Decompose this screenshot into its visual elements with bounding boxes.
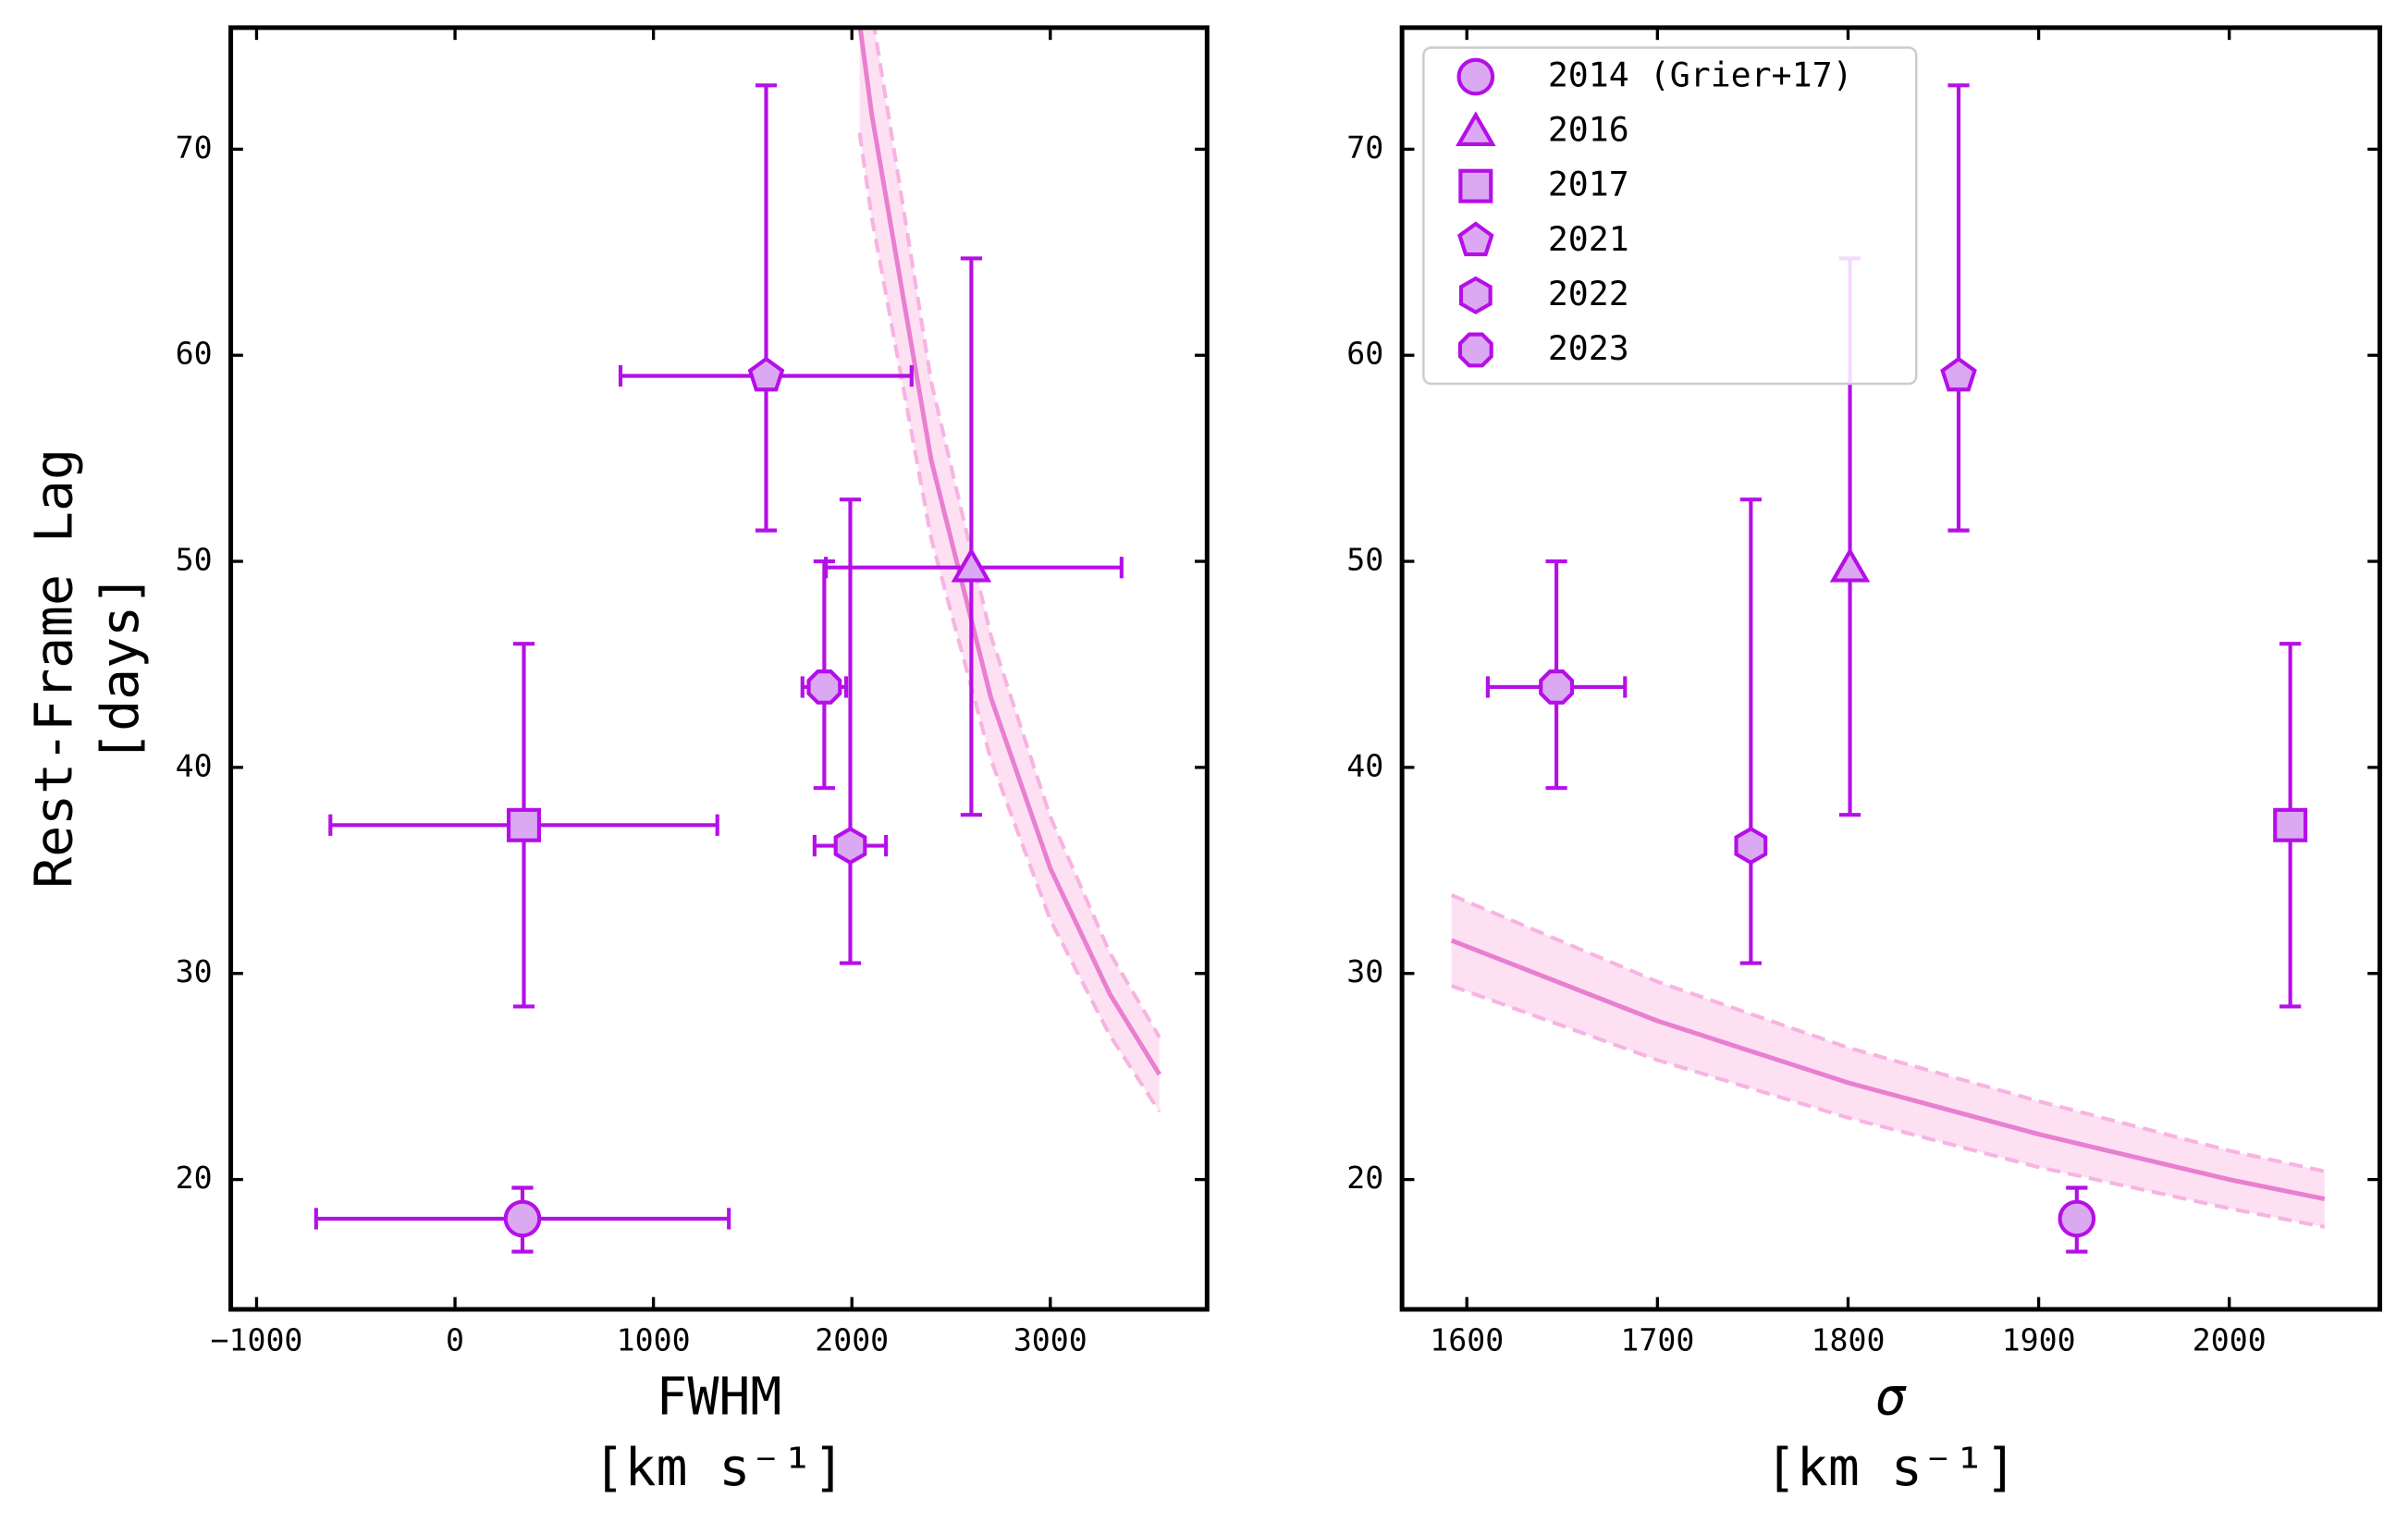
fit-band xyxy=(859,27,1160,1112)
legend-label: 2022 xyxy=(1548,274,1629,313)
y-tick-label: 30 xyxy=(176,953,213,989)
legend-marker xyxy=(1456,57,1495,96)
y-tick-label: 50 xyxy=(176,542,213,578)
x-tick-label: 1900 xyxy=(2002,1321,2076,1357)
marker xyxy=(1734,826,1768,866)
legend-label: 2014 (Grier+17) xyxy=(1548,55,1853,95)
fit-bound xyxy=(872,27,1161,1038)
x-tick-label: 1800 xyxy=(1812,1321,1886,1357)
y-tick-label: 60 xyxy=(176,336,213,372)
legend-label: 2021 xyxy=(1548,219,1629,259)
marker xyxy=(2058,1199,2096,1238)
marker xyxy=(503,1199,542,1238)
y-tick-label: 30 xyxy=(1346,953,1383,989)
panel: −1000 0 1000 2000 3000 20 30 40 50 60 70 FWHM [km s⁻… xyxy=(25,25,1210,1498)
legend-label: 2016 xyxy=(1548,110,1629,150)
marker xyxy=(1940,356,1977,392)
marker xyxy=(2273,807,2308,842)
axes-frame xyxy=(1399,25,2383,1312)
fit-band xyxy=(1451,895,2325,1227)
y-tick-label: 20 xyxy=(176,1160,213,1196)
x-tick-label: −1000 xyxy=(211,1321,303,1357)
marker xyxy=(951,546,992,583)
legend-box xyxy=(1422,46,1918,386)
legend-marker xyxy=(1457,332,1493,368)
marker xyxy=(1829,546,1871,583)
y-tick-label: 40 xyxy=(176,747,213,783)
y-axis-label: Rest-Frame Lag xyxy=(25,448,85,889)
fit-bound xyxy=(1450,893,2326,1173)
legend-marker xyxy=(1458,276,1493,315)
fit-bound xyxy=(1451,984,2326,1229)
x-tick-label: 0 xyxy=(446,1321,464,1357)
x-axis-label: [km s⁻¹] xyxy=(594,1438,845,1498)
y-tick-label: 40 xyxy=(1346,747,1383,783)
x-axis-label: σ xyxy=(1875,1368,1907,1428)
plot-area xyxy=(313,27,1161,1254)
y-axis-label: [days] xyxy=(91,574,151,763)
marker xyxy=(747,356,785,392)
y-tick-label: 70 xyxy=(176,129,213,166)
marker xyxy=(1539,669,1575,705)
marker xyxy=(833,826,867,866)
y-tick-label: 50 xyxy=(1346,542,1383,578)
fit-line xyxy=(857,27,1161,1076)
axes-frame xyxy=(228,25,1210,1312)
y-tick-label: 20 xyxy=(1346,1160,1383,1196)
x-tick-label: 2000 xyxy=(2193,1321,2267,1357)
y-tick-label: 60 xyxy=(1346,336,1383,372)
x-axis-label: FWHM xyxy=(656,1368,781,1428)
x-axis-label: [km s⁻¹] xyxy=(1765,1438,2017,1498)
legend-marker xyxy=(1457,221,1494,257)
y-tick-label: 70 xyxy=(1346,129,1383,166)
x-tick-label: 3000 xyxy=(1014,1321,1087,1357)
legend-label: 2023 xyxy=(1548,328,1629,368)
legend-marker xyxy=(1458,168,1493,203)
legend-label: 2017 xyxy=(1548,165,1629,204)
marker xyxy=(506,807,542,842)
marker xyxy=(806,669,842,705)
panel: 1600 1700 1800 1900 2000 20 30 40 50 60 70 σ [km s⁻¹… xyxy=(1346,25,2383,1498)
x-tick-label: 1700 xyxy=(1620,1321,1694,1357)
x-tick-label: 2000 xyxy=(815,1321,889,1357)
fit-line xyxy=(1450,938,2326,1201)
legend-marker xyxy=(1456,111,1496,146)
x-tick-label: 1000 xyxy=(617,1321,691,1357)
x-tick-label: 1600 xyxy=(1430,1321,1504,1357)
